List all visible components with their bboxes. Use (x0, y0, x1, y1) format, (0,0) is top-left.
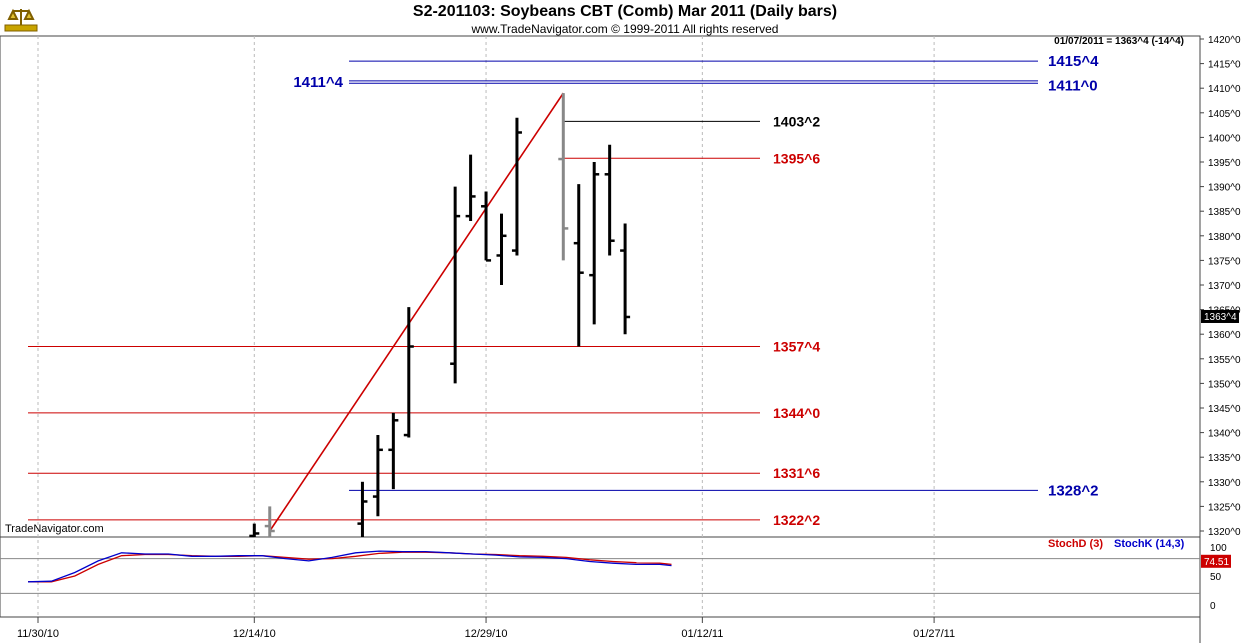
ohlc-bar (511, 117, 522, 256)
trend-line (269, 92, 564, 532)
y-tick-label: 1415^0 (1208, 60, 1241, 71)
level-label: 1331^6 (773, 465, 820, 481)
stoch-last-value-label: 74.51 (1204, 557, 1229, 568)
level-label: 1411^0 (1048, 77, 1098, 94)
level-label: 1415^4 (1048, 53, 1099, 70)
y-tick-label: 1355^0 (1208, 355, 1241, 366)
y-tick-label: 1390^0 (1208, 183, 1241, 194)
x-tick-label: 01/27/11 (913, 628, 955, 640)
ohlc-bar (465, 154, 476, 222)
y-tick-label: 1410^0 (1208, 84, 1241, 95)
ohlc-bar (589, 162, 600, 325)
chart-subtitle: www.TradeNavigator.com © 1999-2011 All r… (471, 22, 779, 36)
level-label: 1322^2 (773, 512, 820, 528)
stoch-last-value-box (1201, 554, 1231, 568)
y-tick-label: 1395^0 (1208, 158, 1241, 169)
y-tick-label: 1380^0 (1208, 232, 1241, 243)
y-tick-label: 1370^0 (1208, 281, 1241, 292)
y-tick-label: 1325^0 (1208, 502, 1241, 513)
ohlc-bar (264, 506, 275, 537)
stoch-y-tick-label: 100 (1210, 543, 1227, 554)
x-tick-label: 01/12/11 (681, 628, 723, 640)
y-tick-label: 1345^0 (1208, 404, 1241, 415)
y-tick-label: 1350^0 (1208, 379, 1241, 390)
ohlc-bar (249, 523, 260, 538)
ohlc-bar (372, 435, 383, 517)
stochk-line (27, 550, 672, 583)
level-label: 1344^0 (773, 405, 820, 421)
ohlc-bar (450, 186, 461, 384)
level-label: 1411^4 (293, 74, 343, 91)
y-tick-label: 1405^0 (1208, 109, 1241, 120)
ohlc-bar (481, 191, 492, 262)
ohlc-bar (388, 412, 399, 490)
ohlc-bar (573, 184, 584, 347)
ohlc-bar (620, 223, 631, 335)
last-price-box (1201, 309, 1239, 323)
ohlc-bar (403, 307, 414, 438)
last-price-label: 1363^4 (1204, 312, 1237, 323)
level-label: 1395^6 (773, 150, 820, 166)
y-tick-label: 1375^0 (1208, 256, 1241, 267)
y-tick-label: 1335^0 (1208, 453, 1241, 464)
y-tick-label: 1330^0 (1208, 478, 1241, 489)
x-tick-label: 12/14/10 (233, 628, 276, 640)
level-label: 1357^4 (773, 339, 820, 355)
y-tick-label: 1385^0 (1208, 207, 1241, 218)
level-label: 1328^2 (1048, 482, 1098, 499)
stochd-line (28, 551, 672, 583)
app-logo-icon (3, 3, 39, 33)
x-tick-label: 12/29/10 (465, 628, 508, 640)
stochk-legend-label: StochK (14,3) (1114, 538, 1185, 550)
y-tick-label: 1360^0 (1208, 330, 1241, 341)
y-tick-label: 1320^0 (1208, 527, 1241, 538)
ohlc-bar (558, 93, 569, 261)
stoch-panel-frame (0, 536, 1201, 618)
level-label: 1403^2 (773, 113, 820, 129)
stoch-y-tick-label: 50 (1210, 572, 1222, 583)
ohlc-bar (357, 481, 368, 537)
ohlc-bar (604, 144, 615, 256)
stochd-legend-label: StochD (3) (1048, 538, 1103, 550)
price-readout: 01/07/2011 = 1363^4 (-14^4) (1054, 36, 1184, 47)
y-tick-label: 1340^0 (1208, 429, 1241, 440)
y-tick-label: 1400^0 (1208, 133, 1241, 144)
chart-title: S2-201103: Soybeans CBT (Comb) Mar 2011 … (412, 3, 838, 20)
ohlc-bar (496, 213, 507, 285)
y-tick-label: 1420^0 (1208, 35, 1241, 46)
stoch-y-tick-label: 0 (1210, 601, 1216, 612)
credit-text: TradeNavigator.com (5, 523, 104, 535)
x-tick-label: 11/30/10 (17, 628, 59, 640)
price-panel-frame (0, 35, 1201, 538)
